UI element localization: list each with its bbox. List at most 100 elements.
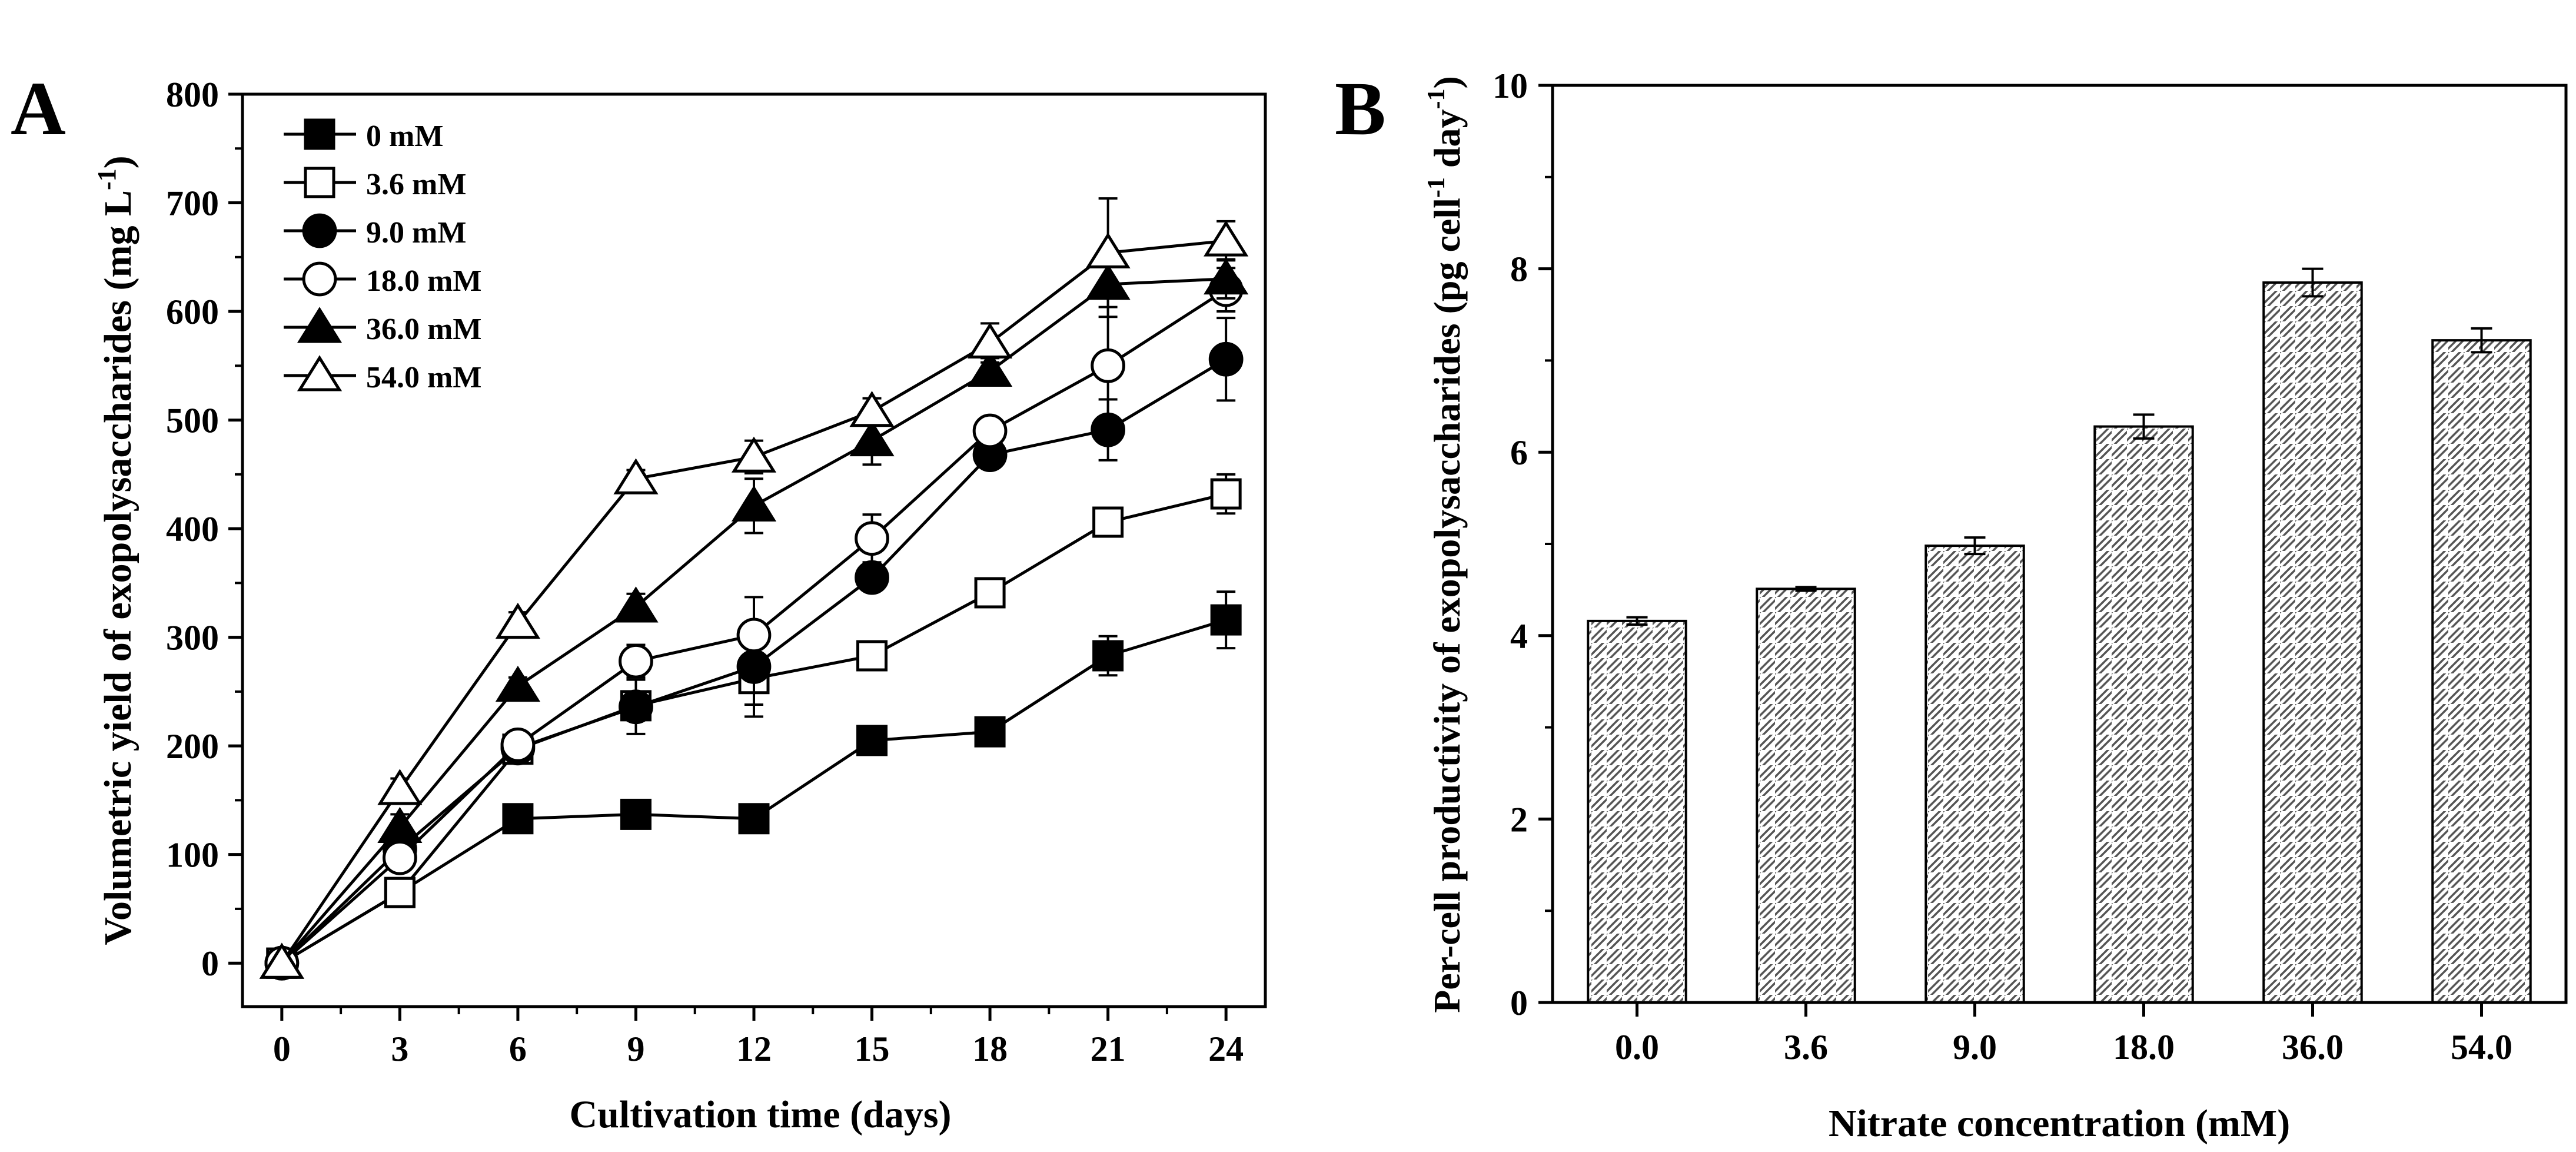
panel-b-bar <box>2093 425 2194 1004</box>
panel-a-y-tick-label: 500 <box>166 401 219 440</box>
panel-a-legend-marker <box>304 167 335 198</box>
panel-a-y-tick-label: 400 <box>166 510 219 549</box>
panel-b-bar-group <box>1924 536 2025 1004</box>
panel-a-x-axis: 0 3 6 9 12 15 18 21 24 <box>273 1007 1244 1068</box>
panel-a-y-tick-label: 700 <box>166 184 219 223</box>
panel-b-y-tick-label: 2 <box>1510 800 1528 839</box>
panel-a-y-axis-label-sup: -1 <box>92 168 121 190</box>
panel-b-x-axis-label: Nitrate concentration (mM) <box>1829 1102 2290 1145</box>
panel-a-legend-label: 9.0 mM <box>366 216 466 250</box>
panel-a-x-tick-label: 18 <box>972 1030 1008 1068</box>
panel-a-data-point <box>619 689 653 725</box>
panel-b-y-axis: 0 2 4 6 8 10 <box>1493 67 1553 1022</box>
panel-a-data-point <box>613 586 659 623</box>
panel-b-bar-group <box>1587 616 1687 1004</box>
panel-a-data-point <box>1092 506 1124 538</box>
panel-a-y-tick-label: 300 <box>166 619 219 658</box>
panel-a-data-point <box>384 877 416 908</box>
panel-a-data-point <box>974 577 1006 609</box>
panel-a-data-point <box>1208 341 1244 377</box>
panel-b-x-tick-label: 54.0 <box>2451 1028 2512 1067</box>
panel-a-data-point <box>383 840 417 875</box>
panel-a-y-tick-label: 600 <box>166 293 219 331</box>
panel-a-legend-marker <box>297 307 343 343</box>
panel-b-x-tick-label: 9.0 <box>1953 1028 1997 1067</box>
panel-a-data-point <box>495 602 541 639</box>
panel-a-legend-marker <box>304 118 335 150</box>
panel-b-x-tick-label: 0.0 <box>1615 1028 1659 1067</box>
panel-a-data-point <box>855 521 889 556</box>
panel-a-data-point <box>500 727 536 762</box>
panel-b-plot-frame <box>1551 84 2568 1004</box>
panel-a-data-point <box>736 618 772 653</box>
panel-a-data-point <box>1204 258 1249 295</box>
panel-a-x-tick-label: 6 <box>509 1030 527 1068</box>
panel-a-series-line <box>281 492 1226 965</box>
panel-b-y-axis-label-end: ) <box>1426 76 1468 88</box>
panel-b-bars-group <box>1587 267 2532 1004</box>
panel-a-series-1 <box>266 473 1242 979</box>
panel-b-bar <box>2431 339 2532 1004</box>
panel-a-x-tick-label: 12 <box>736 1030 772 1068</box>
panel-a-data-point <box>731 436 777 473</box>
panel-a-legend-label: 0 mM <box>366 119 443 153</box>
panel-a-data-point <box>1210 604 1242 636</box>
panel-a-data-point <box>856 640 888 672</box>
panel-b-y-axis-label: Per-cell productivity of exopolysacchari… <box>1423 76 1468 1013</box>
panel-a-data-point <box>1085 232 1131 268</box>
panel-a-legend-marker <box>297 355 343 391</box>
panel-b-y-tick-label: 8 <box>1510 250 1528 289</box>
panel-b: B 0 2 4 6 8 10 0.0 3.6 9.0 18.0 36.0 54.0 Nitrate … <box>1335 67 2568 1145</box>
panel-b-bar <box>1756 587 1856 1004</box>
panel-a-legend-marker <box>302 261 337 297</box>
panel-a-data-point <box>613 458 659 494</box>
panel-a-legend-label: 3.6 mM <box>366 168 466 201</box>
panel-a-x-tick-label: 24 <box>1208 1030 1244 1068</box>
panel-b-y-axis-label-main: Per-cell productivity of exopolysacchari… <box>1426 198 1468 1013</box>
panel-a-x-tick-label: 9 <box>627 1030 644 1068</box>
panel-b-y-tick-label: 6 <box>1510 433 1528 472</box>
panel-a-y-tick-label: 800 <box>166 75 219 114</box>
panel-b-x-tick-label: 36.0 <box>2282 1028 2344 1067</box>
panel-b-bar <box>1924 545 2025 1004</box>
panel-b-bar-group <box>2431 327 2532 1004</box>
panel-a-series-group <box>259 197 1249 981</box>
panel-a-data-point <box>620 798 652 830</box>
panel-a-data-point <box>856 725 888 756</box>
panel-a: A 0 100 200 300 400 500 600 700 800 0 3 6 9 12 15 18 21… <box>11 67 1267 1136</box>
panel-a-legend-label: 36.0 mM <box>366 313 481 346</box>
panel-a-y-axis-label-end: ) <box>97 155 139 168</box>
panel-a-y-axis-label: Volumetric yield of exopolysaccharides (… <box>92 155 139 945</box>
panel-b-y-axis-label-sup1: -1 <box>1423 177 1450 198</box>
panel-b-bar-group <box>2262 267 2363 1004</box>
panel-a-data-point <box>972 413 1008 449</box>
panel-a-x-tick-label: 3 <box>391 1030 408 1068</box>
panel-b-x-tick-label: 3.6 <box>1784 1028 1828 1067</box>
panel-a-data-point <box>377 769 423 805</box>
panel-b-y-tick-label: 0 <box>1510 984 1528 1022</box>
panel-a-data-point <box>495 665 541 702</box>
panel-b-bar <box>1587 619 1687 1004</box>
panel-b-y-tick-label: 4 <box>1510 617 1528 656</box>
panel-b-bar <box>2262 281 2363 1004</box>
panel-b-x-tick-label: 18.0 <box>2113 1028 2175 1067</box>
panel-b-y-tick-label: 10 <box>1493 67 1528 105</box>
panel-a-data-point <box>738 803 770 835</box>
panel-a-y-axis: 0 100 200 300 400 500 600 700 800 <box>166 75 242 983</box>
panel-b-bar-group <box>1756 586 1856 1004</box>
panel-b-bar-group <box>2093 413 2194 1004</box>
panel-a-y-tick-label: 200 <box>166 727 219 766</box>
panel-a-data-point <box>377 806 423 844</box>
panel-a-data-point <box>1091 348 1125 383</box>
panel-a-data-point <box>967 322 1013 359</box>
panel-a-data-point <box>259 942 304 979</box>
panel-a-data-point <box>974 716 1006 748</box>
panel-a-legend-label: 54.0 mM <box>366 361 481 394</box>
panel-a-legend-marker <box>302 213 337 248</box>
panel-a-x-tick-label: 0 <box>273 1030 291 1068</box>
panel-a-x-axis-label: Cultivation time (days) <box>570 1093 952 1136</box>
panel-a-data-point <box>502 803 534 835</box>
panel-a-data-point <box>1210 478 1242 510</box>
panel-a-data-point <box>855 560 889 595</box>
